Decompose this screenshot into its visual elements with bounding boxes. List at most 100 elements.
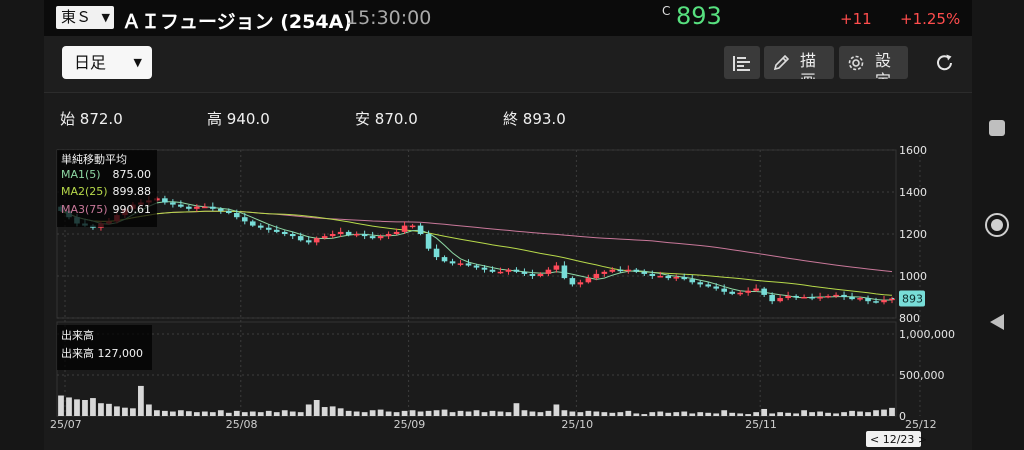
candle-body <box>186 206 192 209</box>
candle-body <box>273 229 280 232</box>
candle-body <box>433 248 440 258</box>
close-value: 終 893.0 <box>503 108 566 129</box>
volume-bar <box>617 412 624 416</box>
volume-bar <box>449 412 456 416</box>
candle-body <box>257 225 264 228</box>
candle-body <box>585 278 592 283</box>
candle-body <box>753 288 759 291</box>
volume-bar <box>625 410 632 416</box>
volume-bar <box>833 413 839 416</box>
candle-body <box>425 234 432 249</box>
open-label: 始 <box>60 110 76 128</box>
current-price: 893 <box>676 2 722 30</box>
candle-body <box>225 210 232 213</box>
volume-pane-frame <box>56 321 897 417</box>
candle-body <box>601 271 608 274</box>
volume-tick-label: 500,000 <box>899 369 945 382</box>
volume-row: 出来高 127,000 <box>61 345 143 361</box>
volume-bar <box>729 412 736 416</box>
volume-bar <box>497 411 504 416</box>
candle-body <box>393 231 400 234</box>
volume-bar <box>345 410 352 416</box>
volume-bar <box>337 408 344 416</box>
volume-bar <box>225 412 232 416</box>
candle-body <box>673 277 680 279</box>
volume-bar <box>401 410 408 416</box>
price-change-percent: +1.25% <box>900 10 961 28</box>
refresh-icon[interactable] <box>934 52 956 74</box>
candle-body <box>465 263 472 266</box>
volume-bar <box>777 412 784 416</box>
candle-body <box>417 225 424 234</box>
volume-legend-title: 出来高 <box>61 329 94 342</box>
candle-body <box>178 204 184 207</box>
candle-body <box>233 213 240 218</box>
candle-body <box>801 297 807 299</box>
volume-bar <box>697 412 704 416</box>
volume-bar <box>745 414 752 416</box>
candle-body <box>441 257 448 262</box>
volume-bar <box>841 412 847 416</box>
candle-body <box>249 221 256 226</box>
candle-body <box>537 273 544 276</box>
ohlc-bar: 始 872.0 高 940.0 安 870.0 終 893.0 <box>44 93 972 135</box>
list-icon <box>733 56 750 71</box>
volume-bar <box>273 412 280 416</box>
volume-bar <box>98 403 104 416</box>
draw-label: 描画 <box>800 51 817 79</box>
candle-body <box>210 206 216 209</box>
volume-bar <box>289 411 296 416</box>
volume-tick-label: 1,000,000 <box>899 328 955 341</box>
volume-bar <box>385 411 392 416</box>
volume-bar <box>761 408 768 416</box>
draw-button[interactable]: 描画 <box>764 46 834 79</box>
volume-bar <box>201 411 208 416</box>
stock-chart[interactable]: 1600 1400 1200 1000 800 1,000,000 500,000 0 25/0… <box>44 0 972 450</box>
recent-apps-icon[interactable] <box>987 118 1007 138</box>
month-label: 25/11 <box>745 418 777 431</box>
candle-body <box>833 294 839 297</box>
high-number: 940.0 <box>226 110 270 128</box>
volume-bar <box>441 409 448 416</box>
last-price-tag <box>899 290 925 307</box>
volume-bar <box>657 411 664 416</box>
candle-body <box>881 300 887 303</box>
period-select[interactable]: 日足 ▼ <box>62 46 152 79</box>
close-number: 893.0 <box>522 110 566 128</box>
volume-bar <box>601 412 608 416</box>
volume-bar <box>465 411 472 416</box>
candle-body <box>569 278 576 285</box>
candle-body <box>825 295 831 298</box>
volume-bar <box>353 411 360 416</box>
candle-body <box>513 269 520 272</box>
volume-bar <box>529 411 536 416</box>
candle-body <box>761 288 767 295</box>
ma2-value: 899.88 <box>112 185 152 198</box>
home-icon[interactable] <box>984 212 1010 238</box>
back-icon[interactable] <box>988 312 1006 332</box>
candle-body <box>593 273 600 279</box>
volume-bar <box>313 400 320 416</box>
exchange-select[interactable]: 東Ｓ ▼ <box>56 6 114 29</box>
price-change: +11 <box>840 10 872 28</box>
indicator-list-button[interactable] <box>724 46 760 79</box>
volume-bar <box>553 404 560 416</box>
volume-bar <box>785 412 792 416</box>
ma3-value: 990.61 <box>112 203 152 216</box>
candle-body <box>241 217 248 222</box>
volume-bar <box>361 412 368 416</box>
candle-body <box>889 298 895 301</box>
chart-app: 東Ｓ ▼ ＡＩフュージョン (254A) 15:30:00 C 893 +11 +… <box>44 0 972 450</box>
settings-button[interactable]: 設定 <box>839 46 908 79</box>
volume-bar <box>593 411 600 416</box>
price-marker: C <box>662 4 671 18</box>
pencil-icon <box>773 54 790 71</box>
chevron-down-icon: ▼ <box>133 56 142 69</box>
price-tick-label: 1000 <box>899 270 927 283</box>
candle-body <box>353 234 360 236</box>
candle-body <box>577 282 584 285</box>
candle-body <box>497 271 504 274</box>
volume-bar <box>881 409 887 416</box>
low-label: 安 <box>355 110 371 128</box>
candle-body <box>449 261 456 264</box>
